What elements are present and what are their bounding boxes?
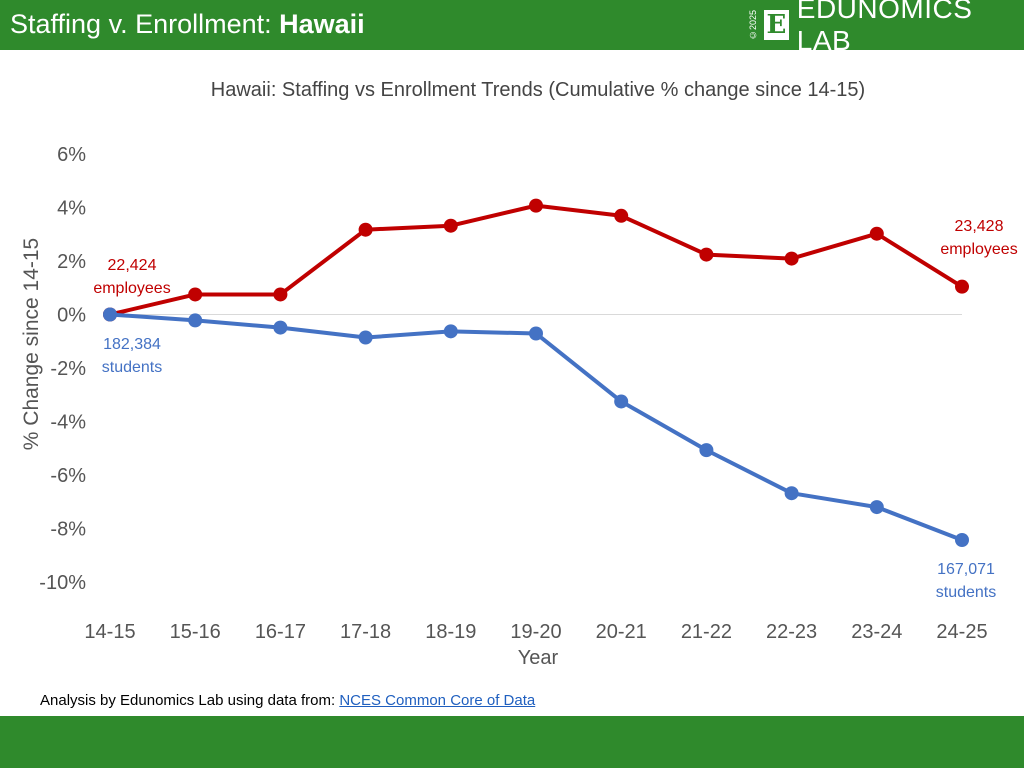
staff-point [699,247,714,262]
edunomics-logo: ©2025 E EDUNOMICS LAB [748,0,1024,56]
students-line [109,312,963,542]
page-title: Staffing v. Enrollment: Hawaii [10,9,365,40]
source-link[interactable]: NCES Common Core of Data [339,692,536,709]
x-axis-label: Year [518,647,559,669]
staff-point [443,218,458,233]
students-point [188,313,203,328]
students-point [699,443,714,458]
x-tick-label: 18-19 [425,621,476,643]
students-point [103,307,117,322]
y-tick-label: -2% [50,358,86,380]
x-tick-label: 24-25 [936,621,987,643]
x-tick-label: 17-18 [340,621,391,643]
x-tick-label: 16-17 [255,621,306,643]
students-annotation-value: 167,071 [937,561,995,578]
y-tick-label: -10% [39,572,86,594]
x-tick-label: 19-20 [510,621,561,643]
staff-point [784,251,799,266]
header-bar: Staffing v. Enrollment: Hawaii ©2025 E E… [0,0,1024,56]
staff-annotation-unit: employees [940,241,1017,258]
staff-point [273,287,288,302]
y-tick-label: -8% [50,519,86,541]
x-tick-label: 22-23 [766,621,817,643]
source-note: Analysis by Edunomics Lab using data fro… [40,692,535,709]
staff-point [869,226,884,241]
y-tick-label: 0% [57,305,86,327]
staff-point [614,208,629,223]
staff-annotation-value: 22,424 [108,257,157,274]
x-tick-label: 20-21 [596,621,647,643]
title-prefix: Staffing v. Enrollment: [10,9,280,39]
x-tick-label: 23-24 [851,621,902,643]
students-point [529,326,543,341]
footer-bar [0,716,1024,768]
logo-text: EDUNOMICS LAB [796,0,973,56]
chart-title: Hawaii: Staffing vs Enrollment Trends (C… [211,79,865,101]
logo-mark: E [764,10,789,40]
staff-point [955,279,969,294]
staff-annotation-value: 23,428 [955,218,1004,235]
y-axis-label: % Change since 14-15 [20,238,43,450]
x-tick-label: 15-16 [170,621,221,643]
y-tick-label: 2% [57,251,86,273]
y-tick-label: 6% [57,144,86,166]
students-point [614,394,629,409]
y-tick-label: -4% [50,412,86,434]
y-tick-label: -6% [50,465,86,487]
students-point [869,500,884,515]
staff-point [358,222,373,237]
staff-point [188,287,203,302]
students-point [273,320,288,335]
students-point [784,486,799,501]
staff-point [529,198,543,213]
staff-annotation-unit: employees [93,280,170,297]
source-prefix: Analysis by Edunomics Lab using data fro… [40,692,340,709]
y-tick-label: 4% [57,198,86,220]
students-annotation-unit: students [936,584,996,601]
students-annotation-value: 182,384 [103,336,161,353]
x-tick-label: 14-15 [84,621,135,643]
students-point [443,324,458,339]
students-point [358,330,373,345]
students-point [955,533,969,548]
students-annotation-unit: students [102,359,162,376]
staff-line [109,203,964,317]
title-state: Hawaii [279,9,365,39]
line-chart: Hawaii: Staffing vs Enrollment Trends (C… [20,79,1018,669]
x-tick-label: 21-22 [681,621,732,643]
